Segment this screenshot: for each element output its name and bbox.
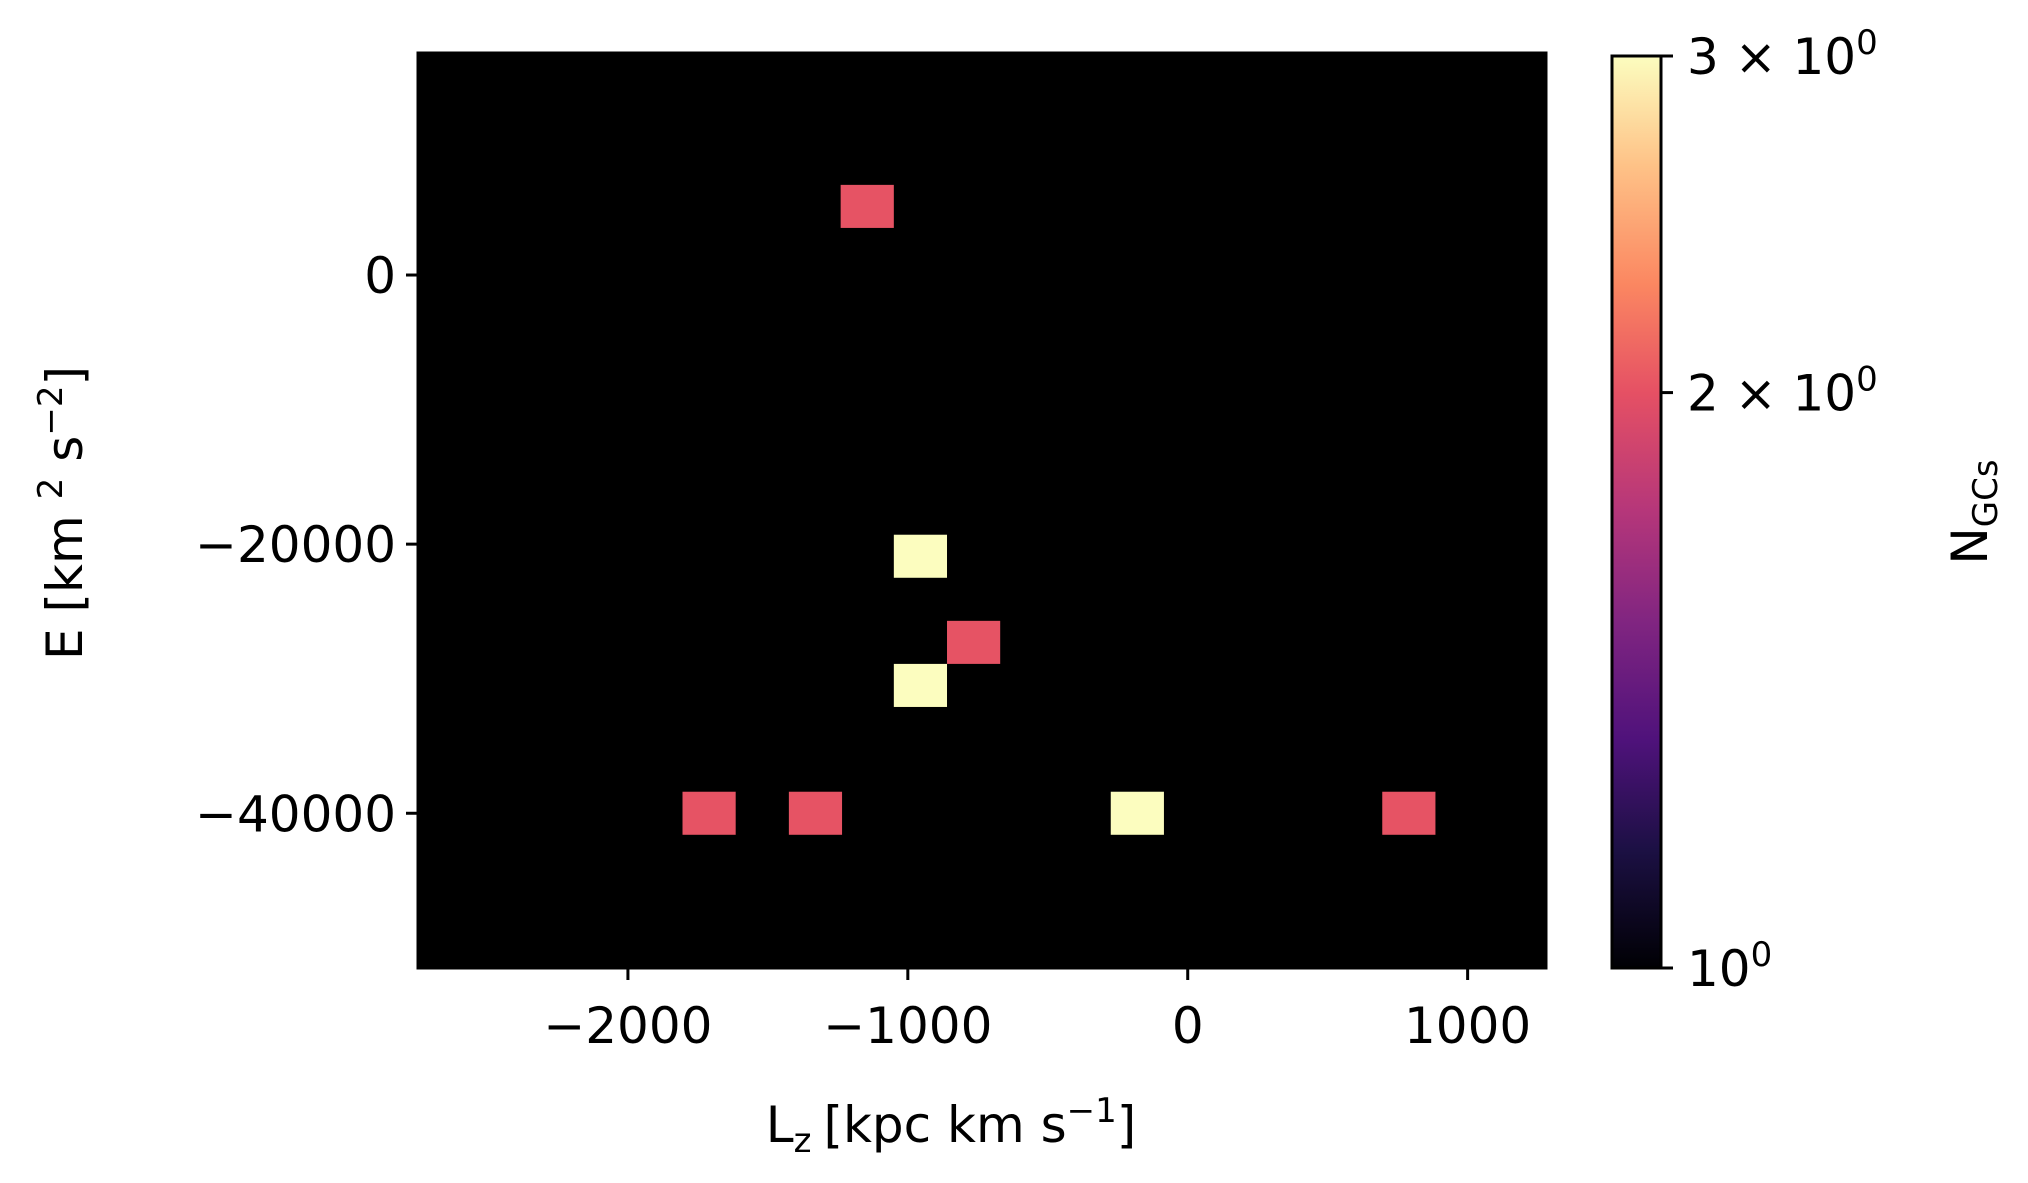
heatmap-cell bbox=[1382, 791, 1436, 835]
y-tick-label: −20000 bbox=[195, 516, 396, 574]
heatmap-cell bbox=[893, 663, 948, 707]
x-tick-label: −2000 bbox=[543, 997, 712, 1055]
x-tick-label: −1000 bbox=[823, 997, 992, 1055]
x-tick-label: 1000 bbox=[1404, 997, 1531, 1055]
x-tick-label: 0 bbox=[1172, 997, 1204, 1055]
plot-area bbox=[416, 51, 1548, 970]
y-axis-ticks: 0 −20000 −40000 bbox=[195, 247, 418, 843]
heatmap-cells bbox=[682, 184, 1436, 835]
colorbar-tick-label: 2 × 100 bbox=[1687, 360, 1878, 423]
heatmap-cell bbox=[682, 791, 736, 835]
plot-background bbox=[418, 53, 1546, 968]
colorbar-label: NGCs bbox=[1941, 459, 2006, 564]
heatmap-cell bbox=[788, 791, 843, 835]
colorbar-tick-label: 3 × 100 bbox=[1687, 23, 1878, 86]
x-axis-label: Lz [kpc km s−1] bbox=[766, 1091, 1137, 1161]
y-tick-label: 0 bbox=[364, 247, 396, 305]
plot-frame bbox=[416, 51, 1548, 970]
heatmap-cell bbox=[840, 184, 894, 228]
heatmap-cell bbox=[893, 534, 948, 578]
colorbar-gradient bbox=[1610, 54, 1663, 970]
y-axis-label: E [km2s−2] bbox=[31, 366, 94, 660]
colorbar: 100 2 × 100 3 × 100 NGCs bbox=[1610, 23, 2006, 998]
y-tick-label: −40000 bbox=[195, 785, 396, 843]
x-axis-ticks: −2000 −1000 0 1000 bbox=[543, 968, 1531, 1055]
colorbar-tick-label: 100 bbox=[1687, 935, 1772, 998]
heatmap-cell bbox=[1110, 791, 1164, 835]
heatmap-cell bbox=[947, 620, 1001, 664]
colorbar-ticks: 100 2 × 100 3 × 100 bbox=[1661, 23, 1878, 998]
